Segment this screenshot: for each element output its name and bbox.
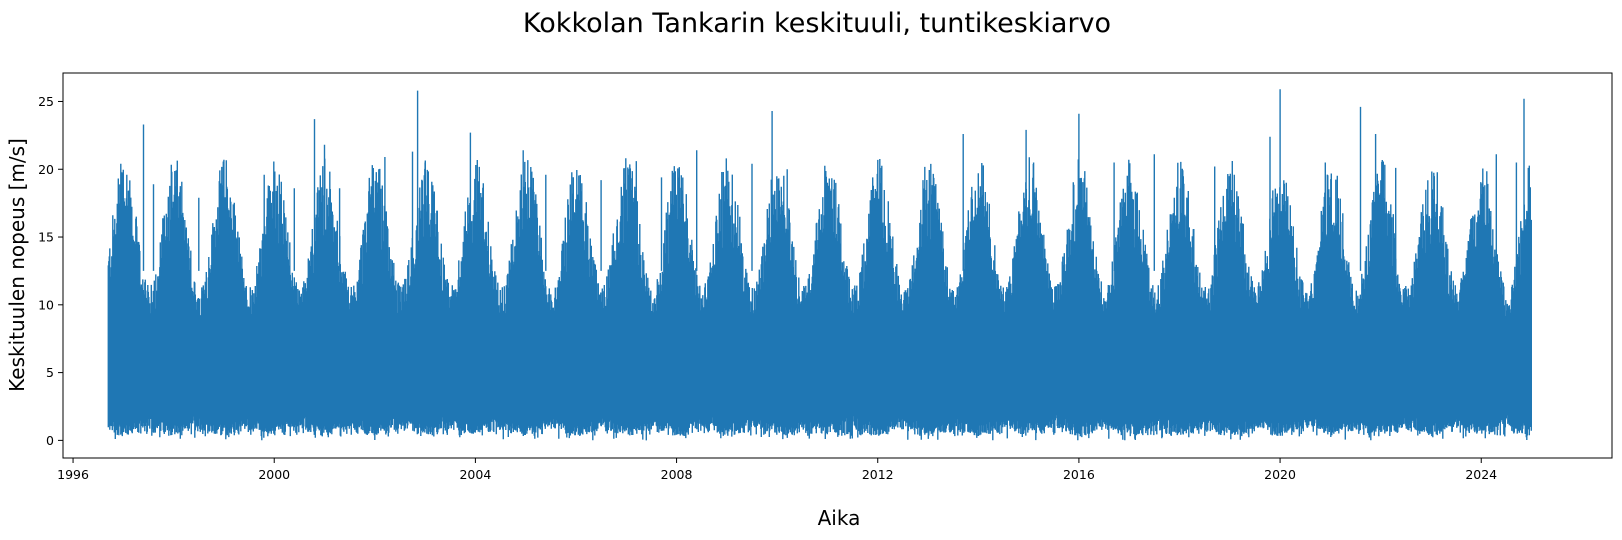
y-tick-label: 10: [38, 297, 54, 312]
x-tick-label: 2016: [1063, 467, 1095, 482]
x-axis-label: Aika: [818, 506, 861, 530]
x-axis: 1996 2000 2004 2008 2012 2016 2020 2024: [57, 458, 1497, 482]
plot-frame: [62, 72, 1613, 459]
x-tick-label: 2020: [1264, 467, 1296, 482]
x-tick-label: 2024: [1465, 467, 1497, 482]
x-tick-label: 2012: [862, 467, 894, 482]
y-axis: 0 5 10 15 20 25: [38, 94, 63, 448]
x-tick-label: 2004: [459, 467, 491, 482]
y-tick-label: 20: [38, 162, 54, 177]
y-tick-label: 25: [38, 94, 54, 109]
wind-speed-series-line: [107, 89, 1532, 441]
chart-title: Kokkolan Tankarin keskituuli, tuntikeski…: [523, 8, 1111, 39]
x-tick-label: 2000: [258, 467, 290, 482]
y-tick-label: 15: [38, 230, 54, 245]
plot-area: [107, 89, 1532, 441]
y-tick-label: 5: [46, 365, 54, 380]
y-tick-label: 0: [46, 433, 54, 448]
x-tick-label: 2008: [661, 467, 693, 482]
y-axis-label: Keskituulen nopeus [m/s]: [5, 138, 29, 392]
x-tick-label: 1996: [57, 467, 89, 482]
